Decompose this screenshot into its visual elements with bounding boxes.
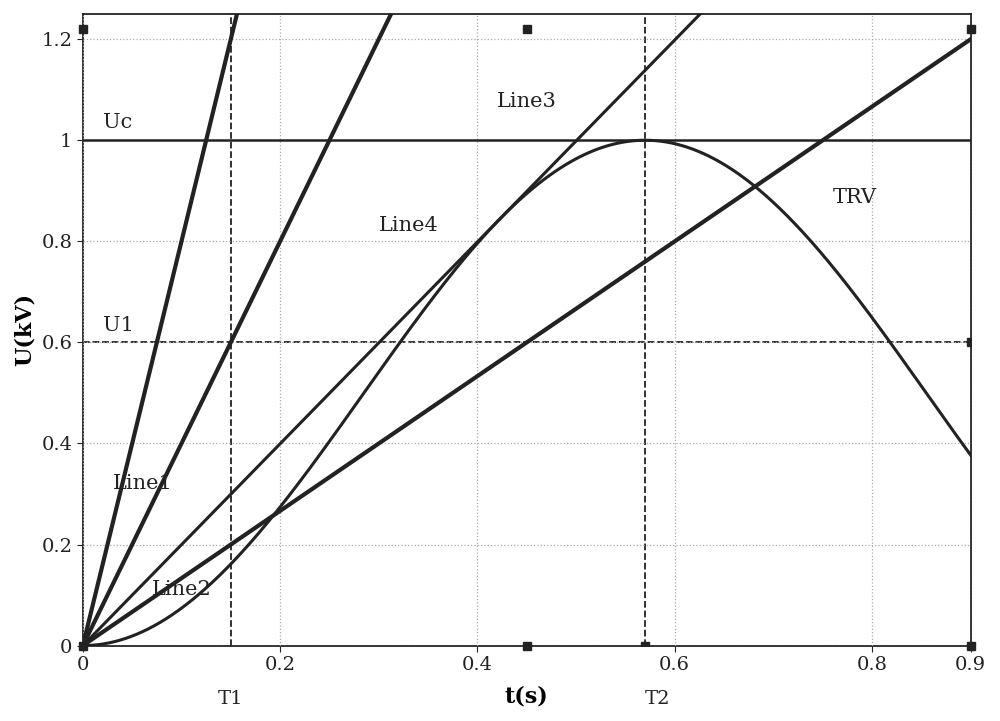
Text: T2: T2 bbox=[645, 690, 671, 708]
Text: Line2: Line2 bbox=[152, 580, 212, 599]
Text: Line1: Line1 bbox=[112, 474, 172, 493]
Text: Line3: Line3 bbox=[497, 92, 557, 111]
Text: TRV: TRV bbox=[832, 188, 877, 208]
Y-axis label: U(kV): U(kV) bbox=[14, 293, 36, 366]
Text: Line4: Line4 bbox=[379, 216, 439, 235]
Text: Uc: Uc bbox=[103, 112, 132, 132]
Text: U1: U1 bbox=[103, 317, 134, 335]
Text: T1: T1 bbox=[218, 690, 244, 708]
X-axis label: t(s): t(s) bbox=[505, 685, 549, 707]
